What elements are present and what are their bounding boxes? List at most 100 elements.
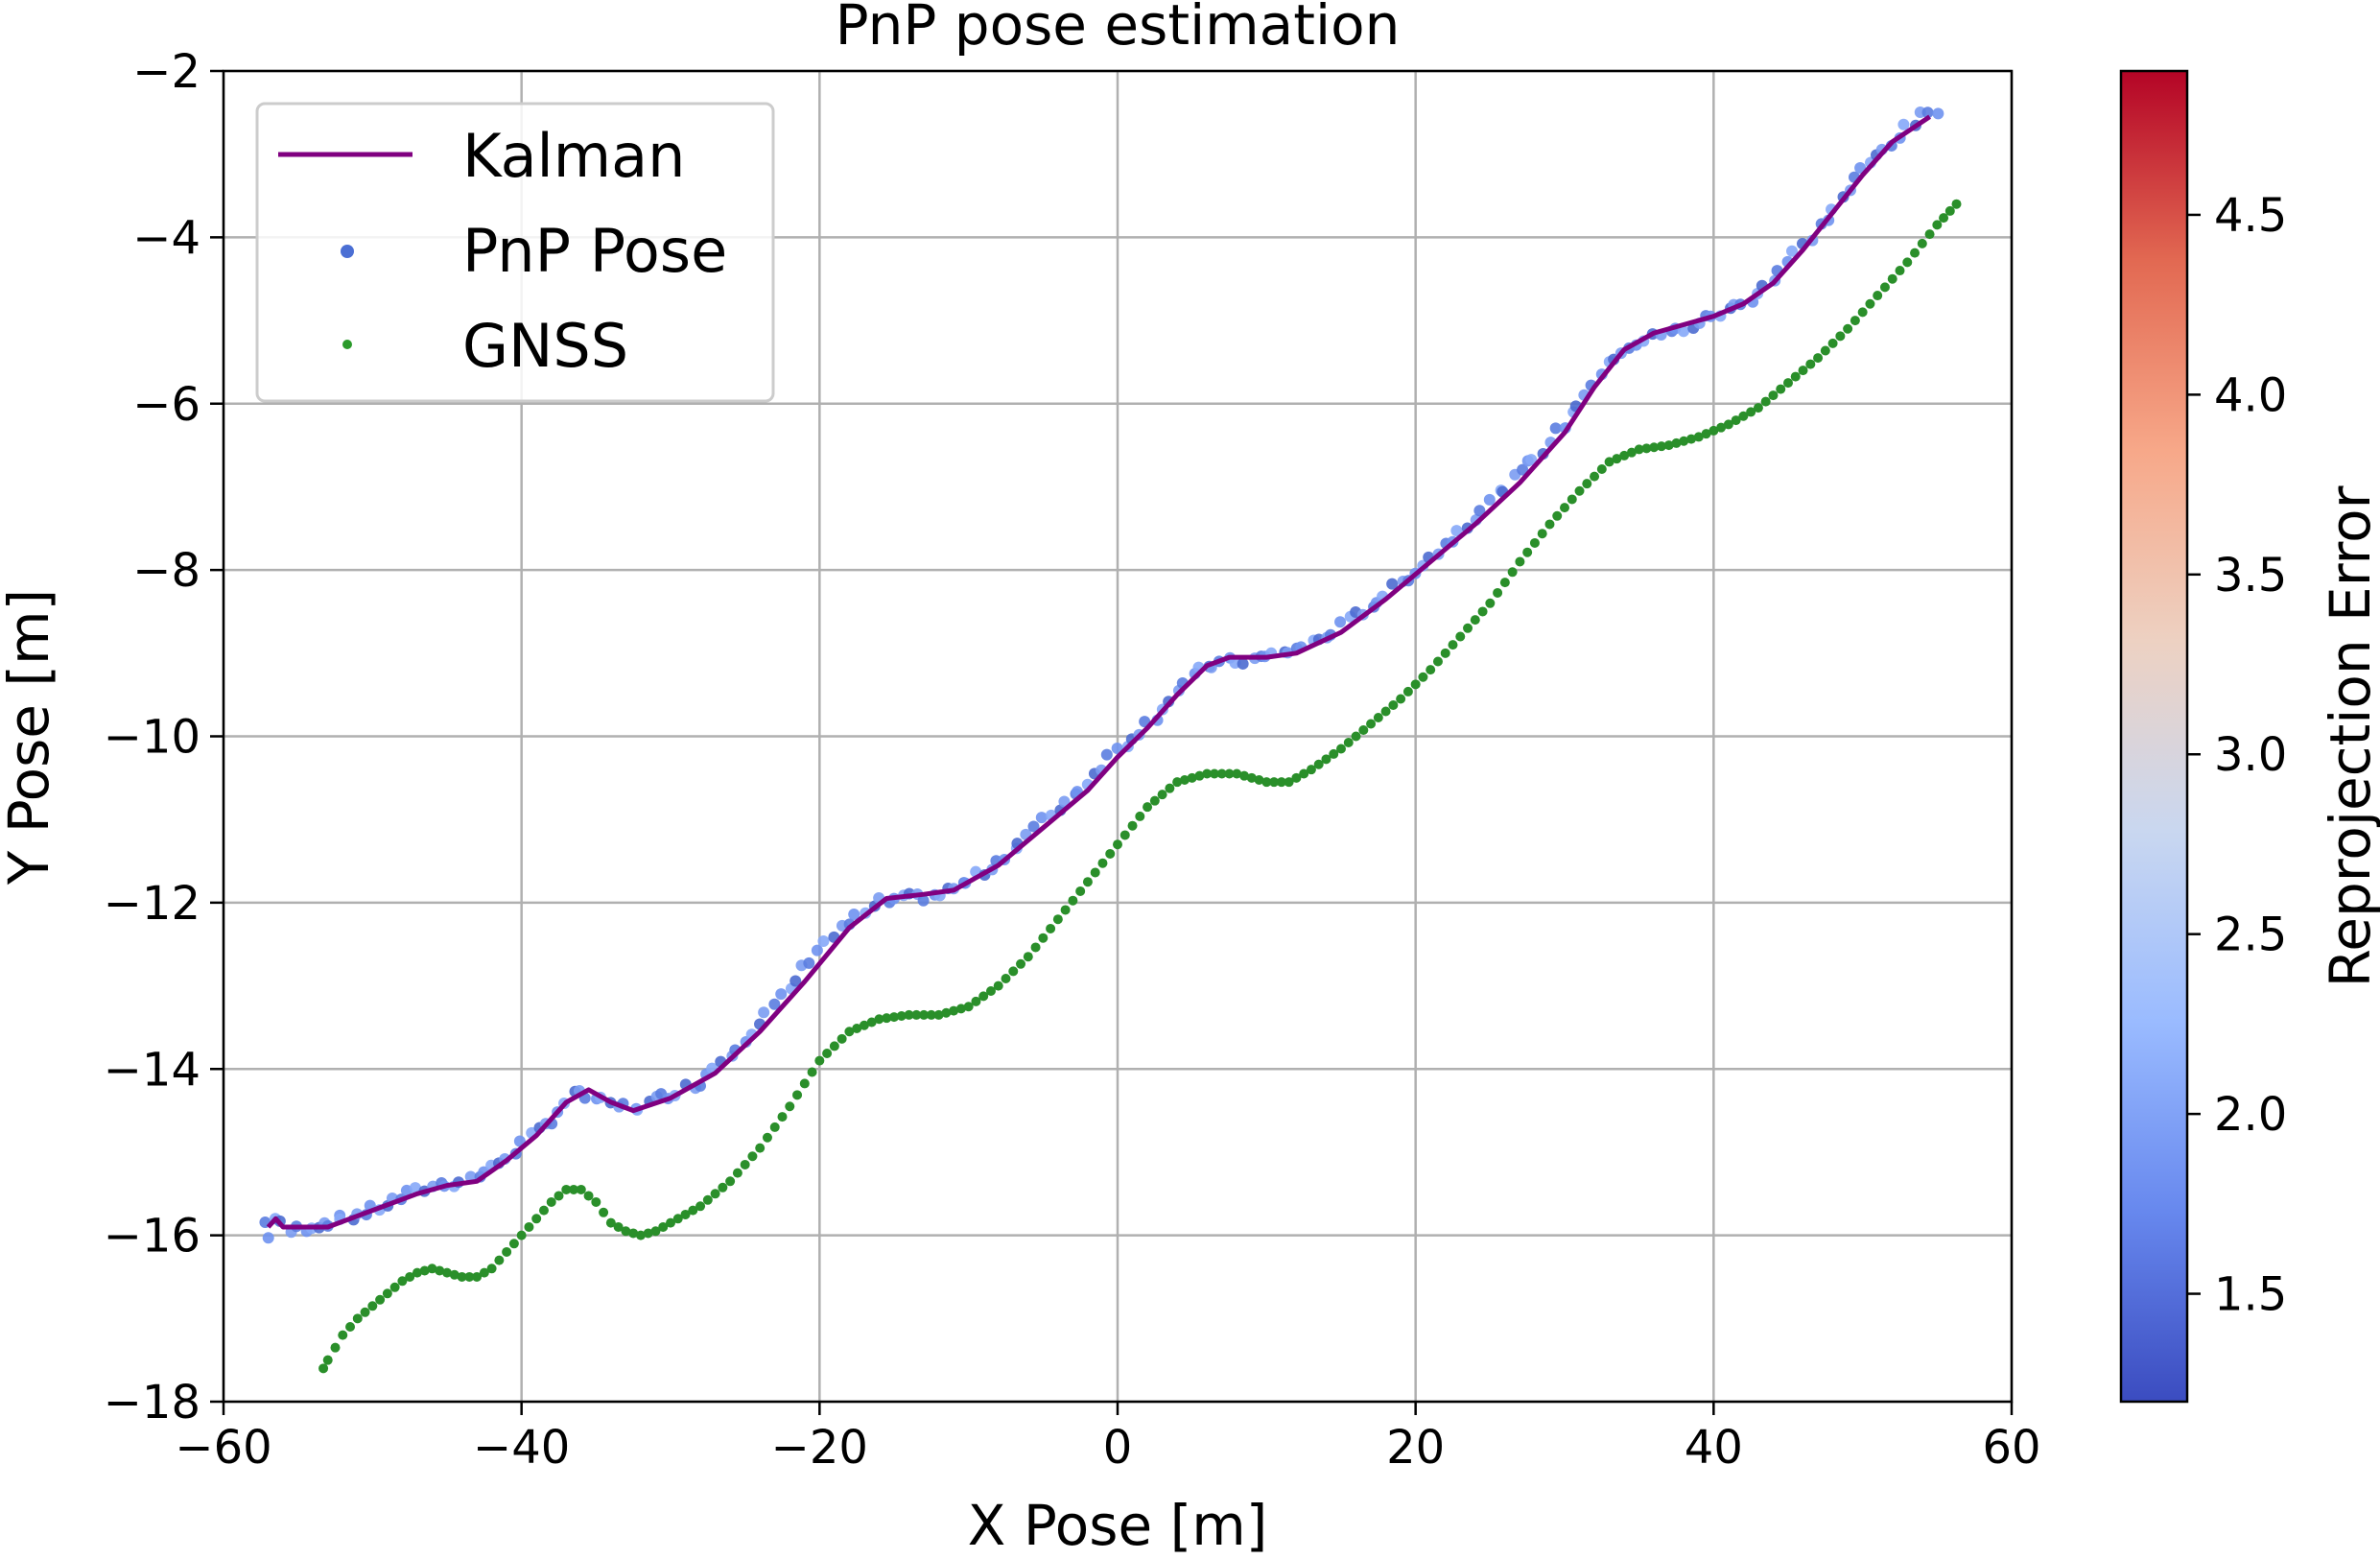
gnss-point	[1090, 867, 1100, 878]
gnss-point	[1686, 434, 1697, 444]
gnss-point	[1873, 291, 1883, 301]
gnss-point	[1612, 454, 1622, 464]
gnss-point	[837, 1033, 847, 1044]
gnss-point	[874, 1014, 884, 1025]
gnss-point	[1835, 331, 1846, 342]
colorbar-tick-label: 3.5	[2214, 549, 2287, 602]
gnss-point	[449, 1269, 460, 1280]
pnp-point	[1786, 245, 1799, 257]
x-tick-label: 0	[1103, 1421, 1133, 1475]
colorbar-label: Reprojection Error	[2318, 485, 2380, 987]
legend-label-gnss: GNSS	[462, 311, 628, 381]
gnss-point	[1068, 895, 1078, 906]
gnss-point	[1127, 820, 1138, 831]
gnss-point	[747, 1151, 758, 1162]
gnss-point	[1269, 777, 1280, 788]
gnss-point	[1716, 422, 1727, 433]
x-tick-label: −40	[473, 1421, 570, 1475]
gnss-point	[1865, 298, 1875, 309]
gnss-point	[1723, 419, 1733, 430]
x-tick-label: 20	[1386, 1421, 1445, 1475]
gnss-point	[1187, 772, 1197, 783]
gnss-point	[508, 1239, 519, 1249]
gnss-point	[1649, 442, 1660, 453]
y-tick-label: −14	[104, 1043, 200, 1097]
gnss-point	[882, 1013, 892, 1024]
gnss-point	[1477, 606, 1488, 617]
gnss-point	[330, 1342, 341, 1353]
gnss-point	[1805, 359, 1816, 369]
gnss-point	[1857, 307, 1868, 318]
gnss-point	[889, 1012, 899, 1023]
gnss-point	[635, 1230, 646, 1240]
gnss-point	[419, 1265, 430, 1276]
gnss-point	[904, 1009, 914, 1020]
gnss-point	[389, 1282, 400, 1292]
gnss-point	[1299, 768, 1309, 779]
gnss-point	[1448, 640, 1458, 650]
gnss-point	[1343, 738, 1354, 748]
gnss-point	[1276, 777, 1286, 788]
gnss-point	[658, 1221, 669, 1232]
gnss-point	[1537, 529, 1547, 539]
gnss-point	[1798, 366, 1808, 376]
gnss-point	[1924, 229, 1935, 240]
gnss-point	[554, 1191, 564, 1201]
gnss-point	[1351, 731, 1361, 742]
x-axis-title: X Pose [m]	[968, 1493, 1268, 1558]
gnss-point	[1850, 316, 1860, 326]
gnss-point	[561, 1184, 572, 1194]
legend-marker-pnp	[341, 245, 354, 258]
pnp-point	[1932, 107, 1944, 120]
gnss-point	[1052, 914, 1063, 925]
gnss-point	[1321, 754, 1331, 765]
gnss-point	[591, 1196, 601, 1207]
gnss-point	[1261, 777, 1272, 788]
gnss-point	[1143, 802, 1153, 813]
gnss-point	[1663, 440, 1674, 451]
gnss-point	[1030, 942, 1041, 953]
pnp-point	[409, 1182, 421, 1194]
pnp-point	[1549, 422, 1562, 435]
gnss-point	[546, 1196, 556, 1207]
gnss-point	[1202, 768, 1213, 779]
gnss-point	[1879, 282, 1890, 293]
y-tick-label: −4	[132, 211, 200, 265]
pnp-point	[262, 1232, 274, 1244]
gnss-point	[919, 1009, 930, 1020]
gnss-point	[1902, 257, 1913, 268]
gnss-point	[613, 1221, 624, 1232]
pnp-point	[1058, 795, 1071, 808]
gnss-point	[978, 991, 989, 1002]
gnss-point	[1783, 378, 1793, 389]
gnss-point	[993, 980, 1003, 991]
gnss-point	[531, 1214, 542, 1224]
grid	[222, 69, 2014, 1404]
gnss-point	[405, 1271, 415, 1282]
legend-box	[255, 102, 775, 403]
gnss-point	[1596, 464, 1607, 475]
pnp-point	[758, 1006, 770, 1019]
gnss-point	[1358, 724, 1369, 735]
gnss-point	[1306, 765, 1316, 775]
pnp-point	[400, 1184, 412, 1196]
gnss-point	[569, 1184, 579, 1194]
gnss-point	[1366, 719, 1377, 729]
gnss-point	[1001, 973, 1011, 983]
gnss-point	[382, 1288, 392, 1299]
gnss-point	[1634, 444, 1644, 455]
pnp-point	[1854, 161, 1867, 174]
gnss-point	[1113, 839, 1122, 850]
gnss-point	[1291, 772, 1302, 783]
gnss-point	[941, 1007, 952, 1018]
gnss-point	[695, 1201, 706, 1212]
y-tick-label: −10	[104, 711, 200, 765]
gnss-point	[318, 1363, 329, 1374]
gnss-point	[628, 1228, 639, 1239]
gnss-point	[1373, 712, 1383, 722]
gnss-point	[985, 985, 996, 996]
gnss-point	[1626, 447, 1637, 458]
chart-title: PnP pose estimation	[836, 0, 1401, 58]
pnp-point	[1677, 325, 1689, 338]
gnss-point	[814, 1055, 825, 1066]
